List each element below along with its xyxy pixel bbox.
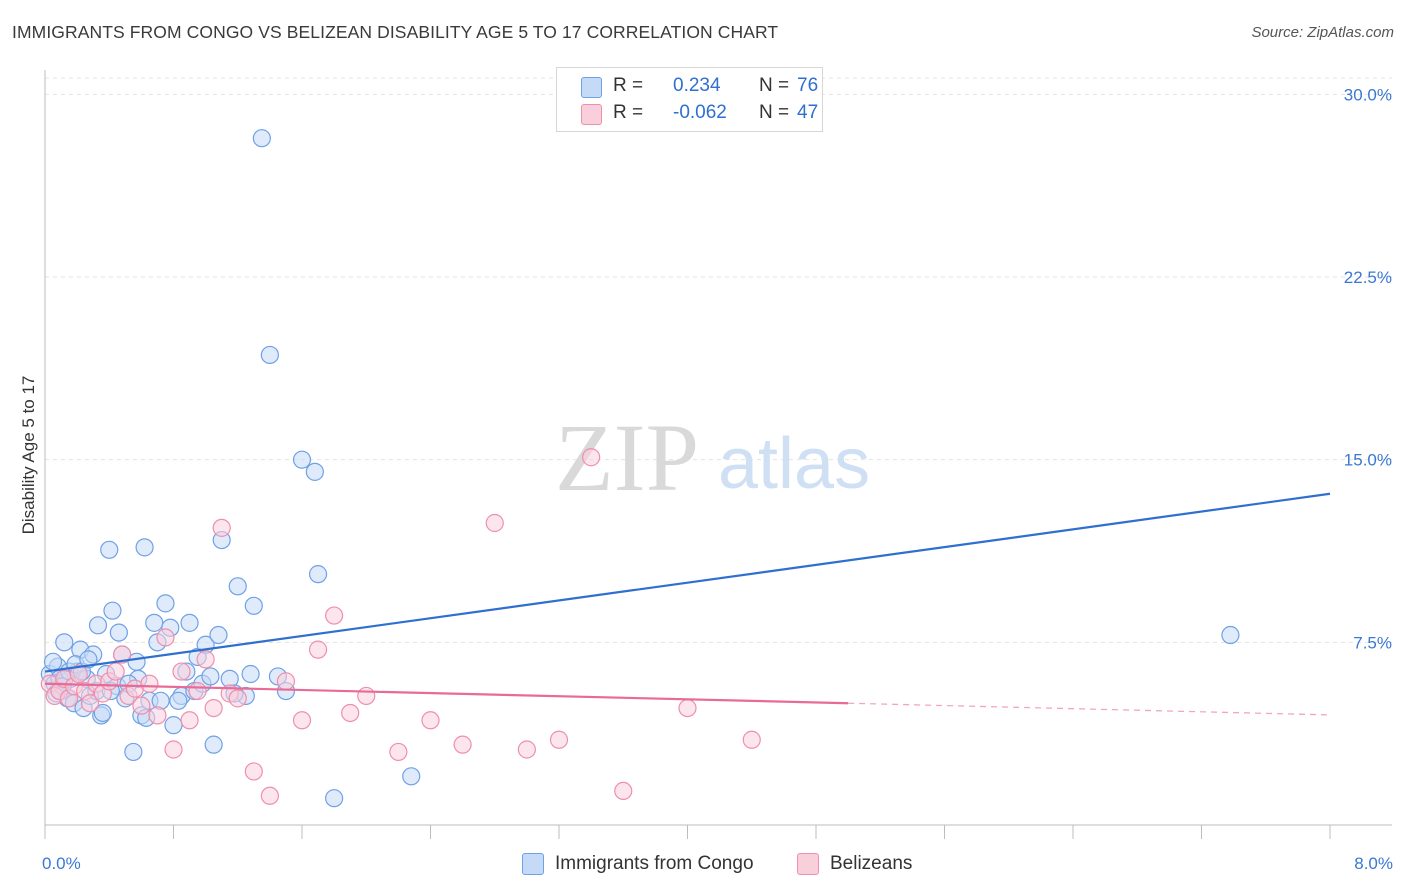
legend-n-label: N = — [759, 75, 790, 96]
congo-point — [55, 633, 74, 652]
congo-point — [103, 601, 122, 620]
belizean-point — [164, 740, 183, 759]
belizean-point — [357, 686, 376, 706]
source-credit: Source: ZipAtlas.com — [1251, 24, 1394, 41]
congo-point — [209, 625, 228, 645]
bottom-legend-swatch-belizeans — [797, 853, 819, 875]
congo-point — [305, 462, 324, 481]
belizean-point — [204, 698, 223, 718]
legend-r-value: -0.062 — [673, 102, 727, 123]
belizean-point — [308, 640, 328, 659]
congo-point — [169, 691, 188, 710]
congo-trendline — [44, 492, 1331, 673]
belizean-point — [244, 762, 263, 781]
belizean-point — [188, 681, 207, 701]
belizean-point — [212, 518, 231, 537]
watermark-atlas: atlas — [718, 424, 870, 504]
congo-point — [109, 623, 128, 642]
bottom-legend-swatch-congo — [522, 853, 544, 875]
belizean-point — [172, 662, 191, 681]
congo-point — [88, 616, 108, 635]
x-tick-label-max: 8.0% — [1354, 854, 1393, 873]
congo-point — [79, 650, 98, 669]
y-tick-label: 15.0% — [1344, 451, 1392, 470]
congo-point — [164, 716, 183, 735]
chart-title: IMMIGRANTS FROM CONGO VS BELIZEAN DISABI… — [12, 22, 779, 42]
belizean-point — [276, 672, 296, 691]
congo-point — [252, 129, 271, 148]
congo-point — [93, 703, 112, 723]
y-tick-label: 30.0% — [1344, 85, 1392, 104]
belizean-point — [742, 730, 761, 749]
belizean-point — [485, 513, 504, 533]
congo-point — [260, 345, 279, 365]
legend-n-label: N = — [759, 102, 790, 123]
congo-point — [145, 613, 164, 632]
congo-point — [204, 735, 223, 754]
congo-point — [402, 767, 421, 786]
belizean-point — [260, 786, 279, 805]
belizean-point — [678, 698, 697, 718]
y-axis-label: Disability Age 5 to 17 — [19, 376, 38, 535]
watermark: ZIP atlas — [555, 404, 870, 511]
congo-point — [292, 450, 312, 469]
belizean-point — [517, 740, 536, 759]
congo-point — [156, 594, 175, 613]
legend-swatch-congo — [581, 77, 602, 98]
belizean-point — [132, 696, 151, 715]
belizean-trendline-extension — [848, 702, 1331, 716]
belizean-point — [69, 664, 88, 684]
belizean-point — [140, 674, 159, 693]
legend-r-value: 0.234 — [673, 75, 721, 96]
bottom-legend-label-congo: Immigrants from Congo — [555, 853, 754, 874]
belizean-point — [156, 628, 175, 647]
belizean-point — [196, 650, 215, 669]
congo-point — [308, 565, 328, 584]
belizean-point — [453, 735, 472, 754]
congo-point — [228, 577, 247, 596]
belizean-point — [106, 662, 125, 681]
congo-point — [180, 613, 199, 632]
belizean-point — [112, 645, 132, 664]
stats-legend: R = 0.234 N = 76 R = -0.062 N = 47 — [556, 67, 823, 132]
legend-n-value: 47 — [797, 102, 819, 123]
legend-r-label: R = — [613, 102, 644, 123]
x-tick-label-min: 0.0% — [42, 854, 81, 873]
congo-point — [325, 789, 344, 808]
belizean-point — [341, 703, 360, 723]
y-tick-label: 7.5% — [1353, 633, 1392, 652]
belizean-point — [148, 706, 167, 725]
belizean-point — [325, 606, 344, 625]
belizean-point — [582, 448, 601, 467]
congo-point — [1221, 625, 1240, 645]
belizean-point — [389, 742, 408, 762]
watermark-zip: ZIP — [555, 404, 699, 511]
legend-swatch-belizeans — [581, 104, 602, 125]
congo-point — [100, 540, 119, 559]
belizean-point — [614, 781, 633, 801]
belizean-point — [421, 711, 440, 730]
congo-point — [244, 596, 263, 615]
congo-point — [124, 742, 143, 762]
y-tick-label: 22.5% — [1344, 268, 1392, 287]
belizean-point — [549, 730, 569, 749]
congo-point — [201, 667, 220, 686]
legend-n-value: 76 — [797, 75, 819, 96]
belizean-point — [180, 711, 199, 730]
belizean-point — [228, 689, 247, 708]
belizean-trendline — [44, 682, 849, 705]
congo-point — [135, 538, 154, 557]
legend-r-label: R = — [613, 75, 644, 96]
belizean-point — [292, 711, 312, 730]
congo-point — [43, 652, 63, 671]
belizean-point — [80, 694, 100, 713]
bottom-legend-label-belizeans: Belizeans — [830, 853, 913, 874]
congo-point — [241, 664, 260, 684]
